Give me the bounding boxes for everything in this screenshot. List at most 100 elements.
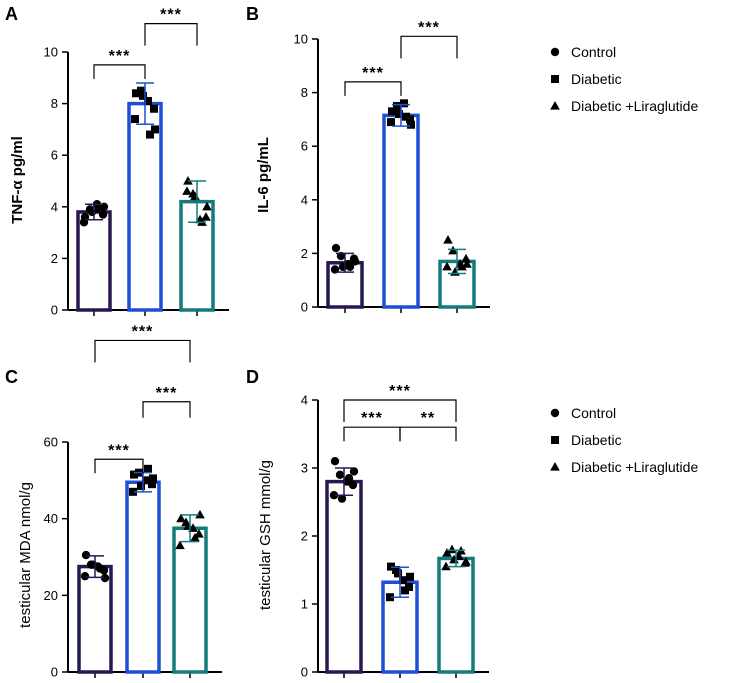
data-point: [350, 257, 360, 266]
data-point: [142, 476, 150, 485]
data-point: [148, 480, 156, 489]
data-point: [132, 89, 140, 98]
significance-bracket: [344, 81, 402, 96]
data-point: [386, 593, 394, 602]
bar-triangle: [172, 526, 208, 674]
data-point: [331, 243, 341, 253]
significance-bracket: [142, 401, 191, 418]
data-point: [330, 457, 340, 466]
bar-square: [125, 480, 161, 674]
data-point: [201, 212, 211, 221]
panel-letter: B: [246, 4, 259, 24]
y-tick-label: 10: [294, 32, 308, 47]
significance-label: ***: [156, 385, 178, 402]
data-point: [130, 470, 138, 479]
data-point: [175, 540, 185, 550]
data-point: [137, 482, 145, 491]
y-tick-label: 3: [301, 461, 308, 476]
bar-triangle: [437, 556, 475, 674]
bar-square: [382, 113, 420, 309]
legend-label: Diabetic: [571, 71, 622, 87]
y-tick-label: 4: [301, 393, 308, 408]
legend: Control Diabetic Diabetic +Liraglutide: [550, 44, 698, 114]
y-tick-label: 2: [301, 246, 308, 261]
y-tick-label: 20: [44, 588, 58, 603]
data-point: [344, 474, 354, 483]
legend-marker-square-icon: [551, 436, 559, 444]
data-point: [441, 561, 451, 571]
data-point: [137, 86, 145, 95]
significance-bracket: [94, 339, 191, 363]
bar-square: [127, 101, 163, 312]
significance-bracket: [94, 458, 144, 474]
data-point: [400, 99, 408, 108]
legend-marker-circle-icon: [550, 47, 560, 57]
significance-label: ***: [160, 7, 182, 24]
data-point: [393, 102, 401, 110]
data-point: [447, 544, 457, 554]
significance-bracket: [400, 35, 458, 59]
data-point: [406, 572, 414, 581]
data-point: [131, 115, 139, 124]
data-point: [80, 571, 90, 581]
data-point: [100, 573, 110, 583]
significance-label: ***: [108, 442, 130, 459]
panel-b: B IL-6 pg/mL 0 2 4 6 8 10 *** ***: [246, 4, 490, 315]
data-point: [190, 532, 200, 542]
y-tick-label: 0: [301, 665, 308, 680]
data-point: [457, 261, 467, 271]
y-tick-label: 40: [44, 511, 58, 526]
data-point: [335, 470, 345, 479]
data-point: [329, 491, 339, 500]
legend-label: Diabetic +Liraglutide: [571, 98, 698, 114]
y-tick-label: 0: [51, 665, 58, 680]
data-point: [348, 480, 358, 490]
y-axis-label: IL-6 pg/mL: [255, 137, 272, 213]
legend-marker-triangle-icon: [550, 462, 560, 471]
bar-circle: [77, 564, 113, 674]
data-point: [129, 487, 137, 496]
legend-marker-square-icon: [551, 75, 559, 83]
y-tick-label: 2: [301, 529, 308, 544]
significance-bracket: [93, 64, 146, 79]
data-point: [461, 556, 471, 566]
data-point: [195, 509, 205, 519]
significance-label: ***: [132, 323, 154, 340]
data-point: [337, 494, 347, 503]
data-point: [443, 235, 453, 244]
y-tick-label: 6: [51, 148, 58, 163]
y-tick-label: 0: [51, 303, 58, 318]
data-point: [149, 474, 157, 483]
y-tick-label: 8: [301, 85, 308, 100]
data-point: [401, 586, 409, 595]
data-point: [349, 467, 359, 476]
data-point: [151, 125, 159, 134]
data-point: [395, 110, 403, 119]
data-point: [442, 548, 452, 557]
y-tick-label: 10: [44, 45, 58, 60]
legend: Control Diabetic Diabetic +Liraglutide: [550, 405, 698, 475]
data-point: [394, 569, 402, 578]
y-tick-label: 2: [51, 251, 58, 266]
legend-label: Diabetic: [571, 432, 622, 448]
legend-marker-circle-icon: [550, 408, 560, 418]
significance-label: ***: [361, 410, 383, 427]
legend-label: Diabetic +Liraglutide: [571, 459, 698, 475]
legend-label: Control: [571, 44, 616, 60]
y-axis-label: testicular MDA nmol/g: [17, 482, 34, 628]
legend-label: Control: [571, 405, 616, 421]
data-point: [202, 201, 212, 211]
data-point: [462, 259, 472, 268]
panel-a: A TNF-α pg/ml 0 2 4 6 8 10 *** ***: [5, 4, 229, 318]
data-point: [388, 107, 396, 116]
data-point: [95, 564, 105, 573]
data-point: [407, 120, 415, 129]
bar-circle: [325, 479, 363, 674]
significance-label: ***: [389, 383, 411, 400]
y-axis-label: TNF-α pg/ml: [9, 136, 26, 224]
y-tick-label: 6: [301, 139, 308, 154]
y-axis-label: testicular GSH mmol/g: [257, 460, 274, 610]
